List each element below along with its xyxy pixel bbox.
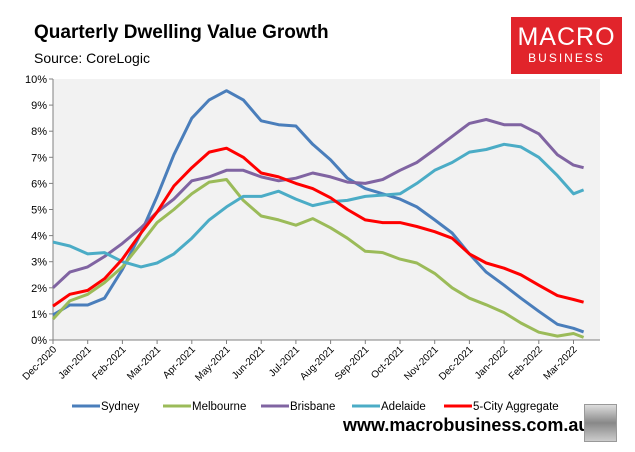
logo-line1: MACRO	[517, 23, 616, 51]
plot-area	[53, 79, 600, 340]
legend-label: Melbourne	[192, 401, 246, 413]
y-tick-label: 6%	[31, 178, 47, 190]
legend-label: Brisbane	[290, 401, 335, 413]
y-tick-label: 3%	[31, 257, 47, 269]
x-tick-label: May-2021	[193, 344, 233, 384]
y-tick-label: 2%	[31, 283, 47, 295]
x-tick-label: Feb-2021	[90, 344, 128, 382]
x-tick-label: Nov-2021	[402, 344, 441, 383]
y-tick-label: 4%	[31, 231, 47, 243]
legend-item: Adelaide	[352, 401, 426, 413]
y-tick-label: 7%	[31, 152, 47, 164]
macrobusiness-logo: MACRO BUSINESS	[511, 17, 622, 74]
legend-item: Sydney	[72, 401, 140, 413]
x-tick-label: Jan-2021	[57, 344, 95, 382]
series-line-adelaide	[52, 142, 585, 269]
x-tick-label: Jul-2021	[267, 344, 302, 379]
x-tick-label: Feb-2022	[507, 344, 545, 382]
series-line-melbourne	[51, 178, 585, 339]
y-tick-label: 5%	[31, 205, 47, 217]
y-tick-label: 10%	[25, 74, 47, 86]
series-line-brisbane	[51, 118, 584, 289]
legend-item: Brisbane	[261, 401, 335, 413]
legend-label: 5-City Aggregate	[473, 401, 559, 413]
y-tick-label: 1%	[31, 309, 47, 321]
x-tick-label: Mar-2021	[125, 344, 163, 382]
y-tick-label: 8%	[31, 126, 47, 138]
y-tick-label: 0%	[31, 335, 47, 347]
logo-line2: BUSINESS	[528, 51, 605, 65]
wolf-logo-icon	[584, 404, 617, 442]
legend-label: Sydney	[101, 401, 140, 413]
legend-item: Melbourne	[163, 401, 246, 413]
x-tick-label: Jun-2021	[230, 344, 268, 382]
x-tick-label: Jan-2022	[473, 344, 511, 382]
x-tick-label: Dec-2021	[437, 344, 476, 383]
x-tick-label: Oct-2021	[369, 344, 406, 381]
chart-source: Source: CoreLogic	[34, 50, 150, 66]
y-tick-label: 9%	[31, 100, 47, 112]
x-tick-label: Sep-2021	[333, 344, 372, 383]
x-tick-label: Aug-2021	[298, 344, 337, 383]
legend-label: Adelaide	[381, 401, 426, 413]
website-url: www.macrobusiness.com.au	[343, 415, 590, 435]
chart-title: Quarterly Dwelling Value Growth	[34, 22, 329, 43]
series-line-5-city-aggregate	[52, 146, 584, 308]
legend-item: 5-City Aggregate	[444, 401, 559, 413]
x-tick-label: Mar-2022	[542, 344, 580, 382]
x-tick-label: Dec-2020	[21, 344, 60, 383]
